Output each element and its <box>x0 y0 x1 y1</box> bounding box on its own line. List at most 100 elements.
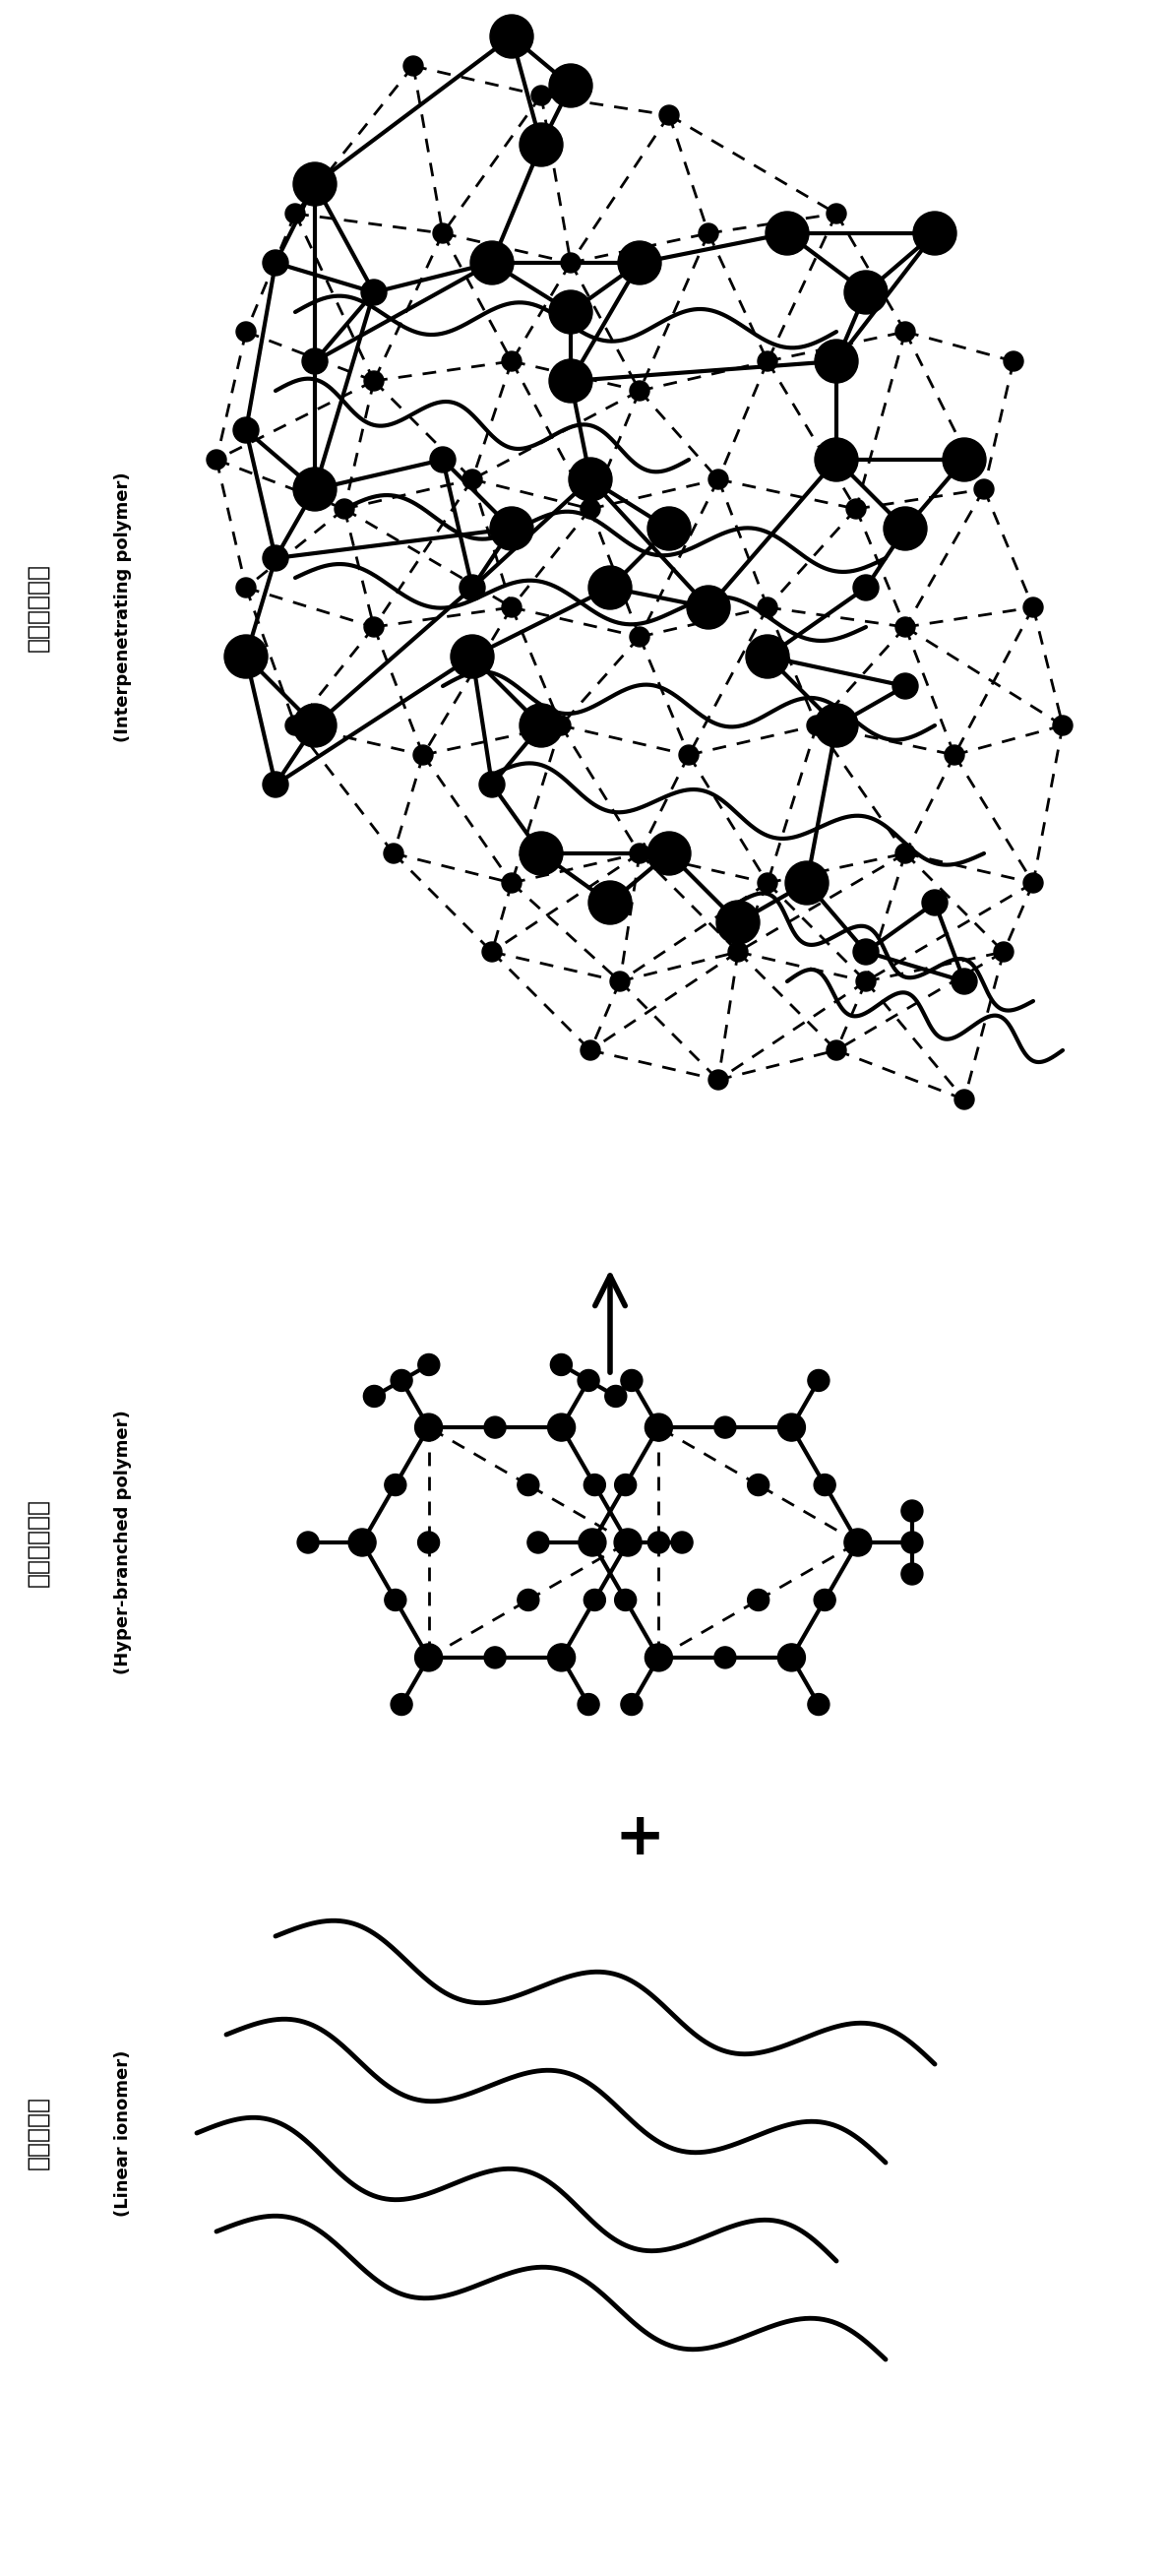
Circle shape <box>551 716 571 734</box>
Text: 互穿型高分子: 互穿型高分子 <box>26 564 49 652</box>
Circle shape <box>618 242 661 283</box>
Circle shape <box>645 1643 673 1672</box>
Circle shape <box>502 350 522 371</box>
Circle shape <box>549 64 592 108</box>
Circle shape <box>549 358 592 402</box>
Circle shape <box>415 1643 443 1672</box>
Circle shape <box>569 459 612 500</box>
Circle shape <box>621 1370 642 1391</box>
Circle shape <box>479 773 505 799</box>
Circle shape <box>361 281 387 304</box>
Circle shape <box>630 842 649 863</box>
Circle shape <box>994 943 1014 961</box>
Circle shape <box>415 1414 443 1440</box>
Circle shape <box>614 1473 637 1497</box>
Circle shape <box>520 832 563 876</box>
Circle shape <box>1052 716 1072 734</box>
Circle shape <box>403 57 423 75</box>
Circle shape <box>853 574 878 600</box>
Circle shape <box>531 85 551 106</box>
Circle shape <box>384 1473 406 1497</box>
Circle shape <box>902 1499 923 1522</box>
Circle shape <box>293 162 336 206</box>
Circle shape <box>459 574 485 600</box>
Circle shape <box>746 634 790 677</box>
Circle shape <box>827 1041 847 1061</box>
Circle shape <box>580 1041 600 1061</box>
Circle shape <box>814 1589 835 1610</box>
Circle shape <box>236 577 256 598</box>
Circle shape <box>418 1355 439 1376</box>
Circle shape <box>363 1386 385 1406</box>
Circle shape <box>808 1692 829 1716</box>
Circle shape <box>913 211 957 255</box>
Circle shape <box>974 479 994 500</box>
Circle shape <box>614 1589 637 1610</box>
Circle shape <box>451 634 494 677</box>
Circle shape <box>548 1643 575 1672</box>
Circle shape <box>659 106 679 126</box>
Circle shape <box>207 451 227 469</box>
Circle shape <box>645 1414 673 1440</box>
Circle shape <box>550 1355 572 1376</box>
Circle shape <box>807 716 827 734</box>
Circle shape <box>348 1528 376 1556</box>
Circle shape <box>687 585 730 629</box>
Circle shape <box>293 703 336 747</box>
Text: +: + <box>614 1808 665 1868</box>
Circle shape <box>485 1646 506 1669</box>
Circle shape <box>391 1692 412 1716</box>
Circle shape <box>605 1386 626 1406</box>
Circle shape <box>815 703 858 747</box>
Circle shape <box>589 881 632 925</box>
Circle shape <box>236 322 256 343</box>
Circle shape <box>578 1528 606 1556</box>
Circle shape <box>224 634 267 677</box>
Circle shape <box>952 969 978 994</box>
Circle shape <box>527 1533 549 1553</box>
Circle shape <box>709 469 728 489</box>
Circle shape <box>715 1646 736 1669</box>
Circle shape <box>285 204 305 224</box>
Circle shape <box>758 350 778 371</box>
Circle shape <box>610 971 630 992</box>
Text: 超支化聚合物: 超支化聚合物 <box>26 1499 49 1587</box>
Circle shape <box>748 1589 770 1610</box>
Circle shape <box>922 889 947 914</box>
Circle shape <box>413 744 433 765</box>
Circle shape <box>303 348 328 374</box>
Circle shape <box>520 703 563 747</box>
Circle shape <box>384 1589 406 1610</box>
Circle shape <box>584 1589 605 1610</box>
Circle shape <box>630 626 649 647</box>
Circle shape <box>709 1069 728 1090</box>
Circle shape <box>433 224 453 242</box>
Circle shape <box>896 322 915 343</box>
Circle shape <box>549 291 592 335</box>
Circle shape <box>520 124 563 167</box>
Circle shape <box>765 211 809 255</box>
Circle shape <box>578 1692 599 1716</box>
Circle shape <box>482 943 502 961</box>
Circle shape <box>517 1589 540 1610</box>
Circle shape <box>285 716 305 734</box>
Circle shape <box>334 500 354 518</box>
Circle shape <box>902 1564 923 1584</box>
Circle shape <box>297 1533 319 1553</box>
Circle shape <box>847 500 865 518</box>
Circle shape <box>548 1414 575 1440</box>
Text: (Linear ionomer): (Linear ionomer) <box>114 2050 132 2215</box>
Circle shape <box>814 1473 835 1497</box>
Circle shape <box>263 250 288 276</box>
Circle shape <box>1023 873 1043 894</box>
Circle shape <box>884 507 927 551</box>
Circle shape <box>716 902 759 943</box>
Text: (Interpenetrating polymer): (Interpenetrating polymer) <box>114 471 132 742</box>
Circle shape <box>364 371 384 392</box>
Circle shape <box>384 842 403 863</box>
Circle shape <box>578 1370 599 1391</box>
Circle shape <box>892 672 918 698</box>
Circle shape <box>614 1528 641 1556</box>
Circle shape <box>647 507 690 551</box>
Circle shape <box>896 842 915 863</box>
